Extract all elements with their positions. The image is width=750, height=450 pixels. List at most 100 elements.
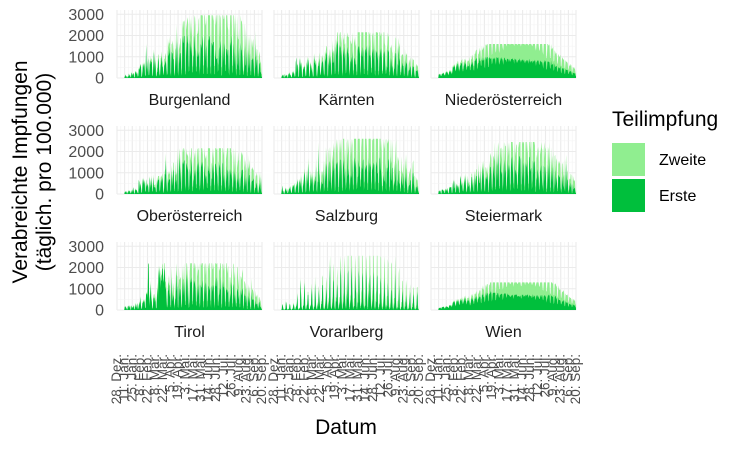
y-tick-label: 3000 (68, 123, 104, 140)
area-erste-niederoesterreich (431, 56, 576, 78)
x-tick-label: 20. Sep. (411, 354, 426, 404)
legend: Teilimpfung Zweite Erste (612, 108, 718, 212)
facet-label-vorarlberg: Vorarlberg (310, 324, 384, 341)
x-tick-label: 31. Mai. (193, 354, 208, 402)
x-tick-label: 28. Dez. (266, 354, 281, 404)
panel-steiermark: Steiermark (430, 126, 577, 225)
x-tick-label: 28. Dez. (109, 354, 124, 404)
x-tick-label: 6. Sep. (560, 354, 575, 397)
x-tick-label: 17. Mai. (185, 354, 200, 402)
x-tick-label: 28. Jun. (208, 354, 223, 402)
x-tick-label: 11. Jan. (431, 354, 446, 401)
y-tick-label: 0 (95, 71, 104, 88)
facet-label-tirol: Tirol (174, 324, 205, 341)
y-tick-label: 2000 (68, 144, 104, 161)
y-tick-label: 1000 (68, 49, 104, 66)
x-tick-label: 25. Jan. (438, 354, 453, 402)
area-zweite-vorarlberg (274, 255, 419, 310)
x-tick-label: 12. Jul. (373, 354, 388, 398)
x-tick-label: 20. Sep. (254, 354, 269, 404)
x-tick-label: 22. Feb. (454, 354, 469, 404)
x-tick-label: 8. Mär. (147, 354, 162, 395)
x-axis-title: Datum (315, 416, 377, 439)
y-tick-label: 1000 (68, 165, 104, 182)
panel-wien: Wien (430, 242, 577, 341)
x-tick-label: 14. Jun. (515, 354, 530, 402)
panel-niederoesterreich: Niederösterreich (430, 10, 577, 109)
y-tick-label: 3000 (68, 239, 104, 256)
facet-panels: Burgenland Kärnten Niederösterreich Oberöst… (116, 10, 577, 341)
x-tick-label: 5. Apr. (162, 354, 177, 392)
x-tick-label: 20. Sep. (568, 354, 583, 404)
facet-label-kaernten: Kärnten (318, 92, 374, 109)
facet-label-oberoesterreich: Oberösterreich (137, 208, 243, 225)
facet-label-salzburg: Salzburg (315, 208, 378, 225)
x-tick-label: 22. Feb. (297, 354, 312, 404)
x-tick-label: 6. Sep. (246, 354, 261, 397)
x-tick-label: 8. Mär. (461, 354, 476, 395)
x-tick-label: 22. Feb. (140, 354, 155, 404)
x-tick-label: 8. Feb. (289, 354, 304, 396)
x-tick-label: 12. Jul. (530, 354, 545, 398)
x-tick-label: 3. Mai. (335, 354, 350, 395)
x-tick-label: 28. Dez. (423, 354, 438, 404)
y-tick-label: 0 (95, 187, 104, 204)
x-tick-label: 28. Jun. (522, 354, 537, 402)
x-tick-label: 11. Jan. (117, 354, 132, 401)
x-tick-label: 5. Apr. (319, 354, 334, 392)
x-tick-labels: 28. Dez.11. Jan.25. Jan.8. Feb.22. Feb.8… (109, 354, 583, 404)
x-tick-label: 12. Jul. (216, 354, 231, 398)
x-tick-label: 3. Mai. (492, 354, 507, 395)
x-tick-label: 9. Aug. (545, 354, 560, 396)
area-erste-kaernten (274, 40, 419, 78)
x-tick-label: 9. Aug. (231, 354, 246, 396)
x-tick-label: 22. Mär. (469, 354, 484, 403)
x-tick-label: 26. Jul. (223, 354, 238, 398)
x-tick-label: 31. Mai. (350, 354, 365, 402)
facet-label-niederoesterreich: Niederösterreich (445, 92, 562, 109)
panel-vorarlberg: Vorarlberg (273, 242, 420, 341)
x-tick-label: 3. Mai. (178, 354, 193, 395)
y-tick-label: 3000 (68, 7, 104, 24)
y-axis-title-line2: (täglich. pro 100.000) (33, 73, 56, 271)
x-tick-label: 22. Mär. (155, 354, 170, 403)
facet-label-wien: Wien (485, 324, 521, 341)
x-tick-label: 8. Mär. (304, 354, 319, 395)
panel-oberoesterreich: Oberösterreich (116, 126, 263, 225)
x-tick-label: 22. Mär. (312, 354, 327, 403)
x-tick-label: 9. Aug. (388, 354, 403, 396)
x-tick-label: 8. Feb. (132, 354, 147, 396)
x-tick-label: 26. Jul. (380, 354, 395, 398)
x-tick-label: 31. Mai. (507, 354, 522, 402)
x-tick-label: 26. Jul. (537, 354, 552, 398)
area-erste-burgenland (117, 34, 262, 78)
legend-key-erste (612, 179, 645, 212)
legend-title: Teilimpfung (612, 108, 718, 131)
x-tick-label: 23. Aug. (396, 354, 411, 404)
x-tick-label: 19. Apr. (327, 354, 342, 400)
x-tick-label: 23. Aug. (553, 354, 568, 404)
legend-label-erste: Erste (659, 188, 696, 205)
facet-label-steiermark: Steiermark (465, 208, 543, 225)
x-tick-label: 8. Feb. (446, 354, 461, 396)
x-tick-label: 6. Sep. (403, 354, 418, 397)
panel-kaernten: Kärnten (273, 10, 420, 109)
x-tick-label: 17. Mai. (499, 354, 514, 402)
panel-burgenland: Burgenland (116, 10, 263, 109)
x-tick-label: 28. Jun. (365, 354, 380, 402)
area-erste-salzburg (274, 149, 419, 194)
area-zweite-burgenland (117, 15, 262, 78)
x-tick-label: 23. Aug. (239, 354, 254, 404)
x-tick-label: 25. Jan. (281, 354, 296, 402)
panel-tirol: Tirol (116, 242, 263, 341)
x-tick-label: 19. Apr. (170, 354, 185, 400)
x-tick-label: 11. Jan. (274, 354, 289, 401)
y-tick-label: 2000 (68, 28, 104, 45)
x-tick-label: 14. Jun. (358, 354, 373, 402)
legend-key-zweite (612, 143, 645, 176)
y-tick-label: 0 (95, 303, 104, 320)
facet-label-burgenland: Burgenland (149, 92, 231, 109)
area-zweite-tirol (117, 263, 262, 310)
x-tick-label: 19. Apr. (484, 354, 499, 400)
